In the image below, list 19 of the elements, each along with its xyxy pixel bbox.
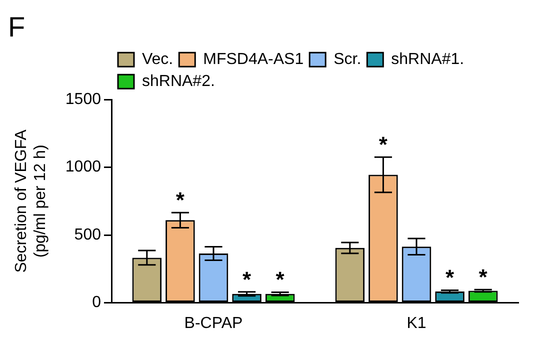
data-label: * [242, 266, 252, 292]
legend-label: Vec. [142, 51, 174, 68]
y-tick-label: 1000 [65, 158, 102, 176]
y-axis-title: Secretion of VEGFA (pg/ml per 12 h) [13, 129, 50, 273]
y-tick-label: 500 [74, 226, 102, 244]
x-tick-label: K1 [406, 314, 426, 332]
data-label: * [176, 188, 185, 213]
legend-label: shRNA#2. [142, 73, 215, 90]
data-label: * [446, 265, 455, 290]
legend-label: MFSD4A-AS1 [203, 51, 304, 68]
data-label: * [478, 264, 488, 290]
y-tick-label: 0 [92, 294, 102, 312]
x-tick-label: B-CPAP [184, 314, 243, 332]
data-label: * [276, 267, 285, 292]
data-label: * [378, 132, 388, 158]
legend-label: shRNA#1. [391, 51, 464, 68]
legend-label: Scr. [334, 51, 362, 68]
y-tick-label: 1500 [65, 91, 102, 108]
chart-title: F [8, 12, 26, 43]
